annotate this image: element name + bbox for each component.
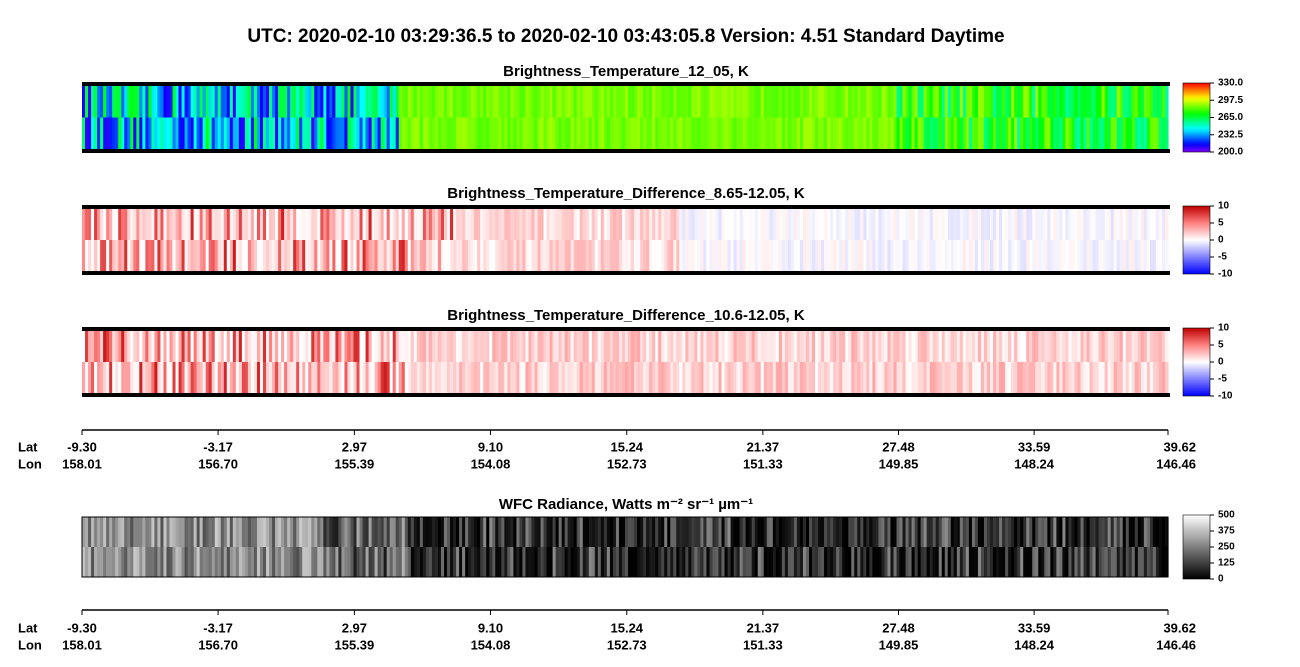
lat-label: 21.37 [747,620,780,635]
lat-label: -3.17 [203,620,233,635]
lat-label: 15.24 [611,439,644,454]
lat-label: 27.48 [882,620,915,635]
panel-title: Brightness_Temperature_12_05, K [503,63,749,80]
colorbar-label: 0 [1218,574,1224,585]
colorbar-label: 0 [1218,235,1224,246]
panel-title: WFC Radiance, Watts m⁻² sr⁻¹ µm⁻¹ [499,496,753,513]
lon-label: 155.39 [335,637,375,652]
panel-image [82,517,1169,577]
panel-image [82,208,1169,272]
scan-edge [82,327,1170,331]
colorbar-label: 10 [1218,323,1230,334]
lon-label: 156.70 [198,456,238,471]
lat-label: 39.62 [1163,620,1196,635]
panel-frame [81,516,1169,578]
scan-edge [82,393,1170,397]
colorbar-label: 250 [1218,542,1235,553]
lon-label: 158.01 [62,637,102,652]
lon-label: 151.33 [743,637,783,652]
axis-label: Lat [18,620,38,635]
colorbar-label: 265.0 [1218,112,1243,123]
scan-edge [82,271,1170,275]
colorbar-label: -10 [1218,391,1233,402]
colorbar [1182,514,1211,580]
panel-image [82,85,1169,150]
colorbar-label: 500 [1218,510,1235,521]
lat-label: 33.59 [1018,439,1051,454]
colorbar-label: -10 [1218,269,1233,280]
colorbar [1182,327,1211,397]
panel-title: Brightness_Temperature_Difference_8.65-1… [447,185,805,202]
colorbar-label: 0 [1218,357,1224,368]
axis-label: Lat [18,439,38,454]
lat-label: 21.37 [747,439,780,454]
lon-label: 152.73 [607,637,647,652]
lon-label: 149.85 [879,637,919,652]
lon-label: 149.85 [879,456,919,471]
lat-label: 39.62 [1163,439,1196,454]
colorbar-label: 125 [1218,558,1235,569]
page-title: UTC: 2020-02-10 03:29:36.5 to 2020-02-10… [247,26,1004,47]
panel-title: Brightness_Temperature_Difference_10.6-1… [447,307,805,324]
colorbar-label: -5 [1218,252,1227,263]
lon-label: 146.46 [1156,456,1196,471]
scan-edge [82,149,1170,153]
lon-label: 151.33 [743,456,783,471]
lat-label: -9.30 [67,439,97,454]
lon-label: 154.08 [471,456,511,471]
lat-label: 27.48 [882,439,915,454]
lon-label: 152.73 [607,456,647,471]
colorbar [1182,82,1211,153]
scan-edge [82,82,1170,86]
colorbar-label: -5 [1218,374,1227,385]
colorbar-label: 297.5 [1218,95,1243,106]
colorbar-label: 200.0 [1218,147,1243,158]
colorbar-label: 375 [1218,526,1235,537]
panel-image [82,330,1169,394]
lon-label: 158.01 [62,456,102,471]
lat-label: 2.97 [342,620,367,635]
lat-label: 15.24 [611,620,644,635]
colorbar [1182,205,1211,275]
colorbar-label: 5 [1218,340,1224,351]
lon-label: 146.46 [1156,637,1196,652]
lat-label: -3.17 [203,439,233,454]
lon-label: 155.39 [335,456,375,471]
lat-label: -9.30 [67,620,97,635]
scan-edge [82,205,1170,209]
lat-label: 9.10 [478,620,503,635]
lat-label: 2.97 [342,439,367,454]
colorbar-label: 10 [1218,201,1230,212]
lon-label: 156.70 [198,637,238,652]
axis-label: Lon [18,456,42,471]
lon-label: 154.08 [471,637,511,652]
lon-label: 148.24 [1014,637,1055,652]
lat-label: 9.10 [478,439,503,454]
axis-label: Lon [18,637,42,652]
colorbar-label: 232.5 [1218,129,1243,140]
lon-label: 148.24 [1014,456,1055,471]
colorbar-label: 330.0 [1218,78,1243,89]
colorbar-label: 5 [1218,218,1224,229]
lat-label: 33.59 [1018,620,1051,635]
